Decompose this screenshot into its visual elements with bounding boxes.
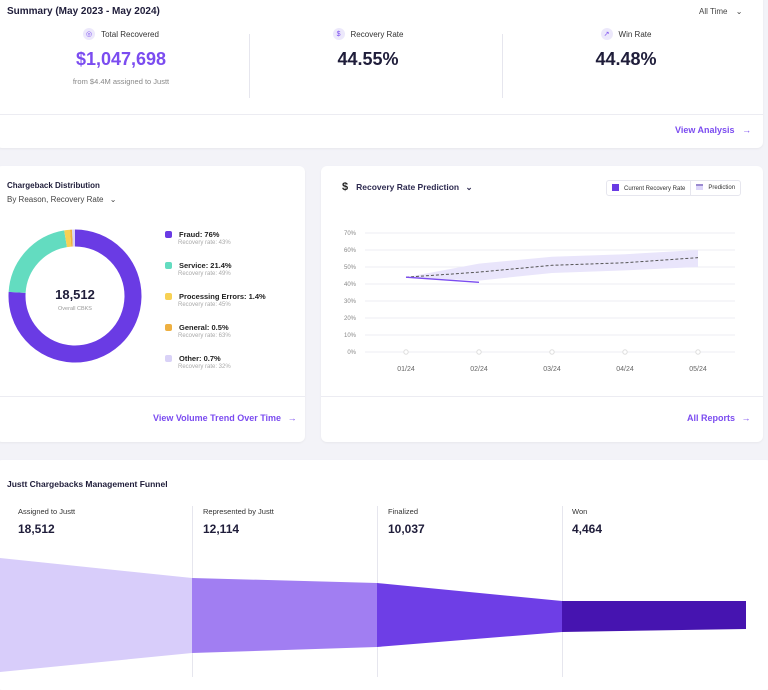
x-tick-label: 03/24 (543, 366, 561, 373)
chevron-down-icon: ⌄ (465, 182, 472, 192)
donut-total: 18,512 (40, 287, 110, 302)
donut-slice[interactable] (17, 239, 65, 293)
prediction-title: Recovery Rate Prediction (356, 182, 459, 192)
stage-value: 18,512 (18, 522, 75, 536)
arrow-right-icon: → (288, 413, 297, 423)
dollar-icon: $ (342, 181, 348, 193)
x-point (404, 350, 408, 354)
stage-label: Represented by Justt (203, 507, 274, 516)
x-point (696, 350, 700, 354)
funnel-segment[interactable] (0, 558, 192, 672)
view-analysis-link[interactable]: View Analysis → (675, 125, 751, 135)
summary-title: Summary (May 2023 - May 2024) (7, 6, 160, 17)
kpi-label: Win Rate (619, 30, 652, 39)
donut-slice[interactable] (66, 238, 71, 239)
funnel-stage: Represented by Justt 12,114 (203, 507, 274, 536)
x-tick-label: 05/24 (689, 366, 707, 373)
y-tick-label: 60% (344, 248, 357, 254)
legend-label: Other: 0.7% (179, 354, 221, 363)
prediction-chart: 0% 10% 20% 30% 40% 50% 60% 70% 01/24 02/24 03/24 04… (321, 220, 763, 380)
legend-sub: Recovery rate: 63% (178, 333, 231, 339)
kpi-note: from $4.4M assigned to Justt (0, 77, 246, 86)
distribution-filter-dropdown[interactable]: By Reason, Recovery Rate ⌄ (7, 195, 116, 204)
legend-label: General: 0.5% (179, 323, 229, 332)
funnel-chart (0, 540, 768, 677)
period-value: All Time (699, 7, 727, 16)
legend-sub: Recovery rate: 45% (178, 302, 266, 308)
funnel-segment[interactable] (192, 578, 377, 653)
legend-prediction[interactable]: Prediction (691, 181, 740, 195)
kpi-value: $1,047,698 (0, 49, 246, 70)
stage-value: 12,114 (203, 522, 274, 536)
y-tick-label: 40% (344, 282, 357, 288)
legend-item: General: 0.5%Recovery rate: 63% (165, 323, 231, 339)
kpi-total-recovered: ◎ Total Recovered $1,047,698 from $4.4M a… (0, 28, 246, 86)
legend-label: Processing Errors: 1.4% (179, 292, 266, 301)
filter-value: By Reason, Recovery Rate (7, 195, 104, 204)
stage-value: 10,037 (388, 522, 425, 536)
legend-swatch (165, 262, 172, 269)
funnel-segment[interactable] (377, 583, 562, 647)
legend-label: Service: 21.4% (179, 261, 232, 270)
legend-item: Other: 0.7%Recovery rate: 32% (165, 354, 231, 370)
y-tick-label: 20% (344, 316, 357, 322)
y-tick-label: 10% (344, 333, 357, 339)
legend-label: Fraud: 76% (179, 230, 219, 239)
legend-current[interactable]: Current Recovery Rate (607, 181, 691, 195)
funnel-stage: Assigned to Justt 18,512 (18, 507, 75, 536)
chart-legend: Current Recovery Rate Prediction (606, 180, 741, 196)
stage-label: Won (572, 507, 602, 516)
y-tick-label: 30% (344, 299, 357, 305)
legend-swatch (165, 293, 172, 300)
arrow-right-icon: → (742, 413, 751, 423)
y-tick-label: 0% (347, 350, 356, 356)
kpi-recovery-rate: $ Recovery Rate 44.55% (243, 28, 493, 70)
x-tick-label: 01/24 (397, 366, 415, 373)
legend-swatch (165, 355, 172, 362)
legend-item: Fraud: 76%Recovery rate: 43% (165, 230, 231, 246)
legend-swatch (165, 231, 172, 238)
x-tick-label: 02/24 (470, 366, 488, 373)
stage-label: Finalized (388, 507, 425, 516)
funnel-stage: Finalized 10,037 (388, 507, 425, 536)
period-dropdown[interactable]: All Time ⌄ (699, 7, 742, 16)
all-reports-link[interactable]: All Reports → (687, 413, 751, 423)
funnel-segment[interactable] (562, 601, 746, 632)
dollar-icon: $ (333, 28, 345, 40)
coins-icon: ◎ (83, 28, 95, 40)
legend-item: Processing Errors: 1.4%Recovery rate: 45… (165, 292, 266, 308)
legend-sub: Recovery rate: 32% (178, 364, 231, 370)
x-point (550, 350, 554, 354)
chevron-down-icon: ⌄ (736, 7, 743, 16)
y-tick-label: 70% (344, 231, 357, 237)
x-point (477, 350, 481, 354)
kpi-label: Total Recovered (101, 30, 159, 39)
kpi-value: 44.48% (501, 49, 751, 70)
distribution-title: Chargeback Distribution (7, 181, 100, 190)
kpi-win-rate: ↗ Win Rate 44.48% (501, 28, 751, 70)
legend-item: Service: 21.4%Recovery rate: 49% (165, 261, 232, 277)
y-tick-label: 50% (344, 265, 357, 271)
legend-sub: Recovery rate: 43% (178, 240, 231, 246)
prediction-title-dropdown[interactable]: $ Recovery Rate Prediction ⌄ (342, 181, 473, 193)
donut-total-label: Overall CBKS (40, 306, 110, 312)
trend-up-icon: ↗ (601, 28, 613, 40)
funnel-title: Justt Chargebacks Management Funnel (7, 479, 168, 489)
legend-sub: Recovery rate: 49% (178, 271, 232, 277)
legend-swatch (165, 324, 172, 331)
stage-value: 4,464 (572, 522, 602, 536)
view-volume-trend-link[interactable]: View Volume Trend Over Time → (153, 413, 297, 423)
funnel-stage: Won 4,464 (572, 507, 602, 536)
summary-card: Summary (May 2023 - May 2024) All Time ⌄… (0, 0, 763, 148)
x-tick-label: 04/24 (616, 366, 634, 373)
arrow-right-icon: → (742, 125, 751, 135)
chevron-down-icon: ⌄ (110, 195, 117, 204)
kpi-label: Recovery Rate (351, 30, 404, 39)
stage-label: Assigned to Justt (18, 507, 75, 516)
kpi-value: 44.55% (243, 49, 493, 70)
x-point (623, 350, 627, 354)
